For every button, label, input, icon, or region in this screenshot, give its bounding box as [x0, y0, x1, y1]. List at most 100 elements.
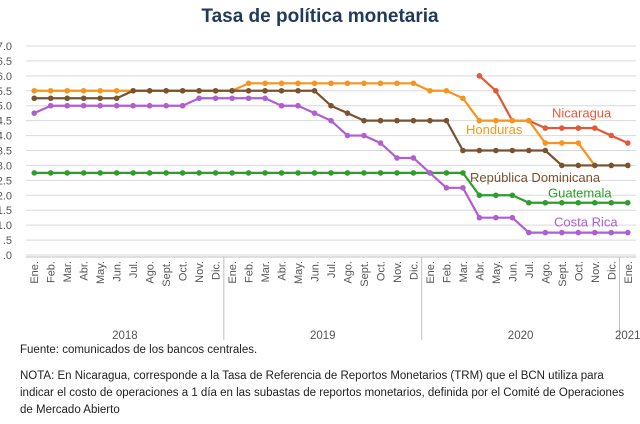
data-point	[559, 140, 565, 146]
data-point	[113, 87, 120, 94]
y-tick-label: 3.5	[0, 146, 12, 158]
data-point	[559, 162, 565, 169]
x-tick-label: Jun.	[507, 261, 519, 282]
data-point	[278, 80, 285, 87]
y-tick-label: 5.0	[0, 101, 12, 113]
y-tick-label: 2.5	[0, 175, 12, 187]
data-point	[460, 170, 466, 176]
data-point	[542, 229, 549, 236]
y-tick-label: 3.0	[0, 160, 12, 172]
year-label: 2019	[310, 330, 336, 340]
data-point	[130, 102, 136, 109]
data-point	[443, 170, 450, 176]
data-point	[113, 170, 120, 176]
data-point	[509, 147, 516, 154]
data-point	[179, 102, 186, 109]
data-point	[526, 147, 532, 154]
x-tick-label: Abr.	[79, 261, 91, 281]
data-point	[377, 170, 384, 176]
data-point	[130, 87, 136, 94]
year-label: 2021	[615, 330, 640, 340]
data-point	[245, 95, 252, 102]
data-point	[361, 132, 367, 139]
data-point	[262, 80, 268, 87]
data-point	[410, 155, 417, 161]
x-tick-label: May.	[293, 261, 305, 284]
data-point	[80, 87, 87, 94]
data-point	[427, 117, 433, 124]
data-point	[410, 117, 417, 124]
x-tick-label: Jul.	[524, 261, 536, 278]
data-point	[542, 125, 549, 131]
data-point	[229, 170, 235, 176]
x-tick-label: Sept.	[161, 261, 173, 287]
data-point	[97, 87, 103, 94]
data-point	[476, 117, 483, 124]
data-point	[377, 117, 384, 124]
series-label-layer: Nicaragua Honduras República DominicanaGua…	[466, 106, 618, 230]
data-point	[196, 87, 202, 94]
data-point	[361, 117, 367, 124]
data-point	[377, 80, 384, 87]
data-point	[295, 87, 301, 94]
footnote: NOTA: En Nicaragua, corresponde a la Tas…	[20, 370, 625, 416]
data-point	[591, 125, 598, 131]
data-point	[608, 132, 615, 139]
x-tick-label: Mar.	[458, 261, 470, 282]
data-point	[196, 170, 202, 176]
x-tick-label: Dic.	[606, 261, 618, 280]
x-tick-label: Mar.	[260, 261, 272, 282]
data-point	[624, 229, 631, 236]
x-tick-label: Jul.	[326, 261, 338, 278]
data-point	[262, 95, 268, 102]
data-point	[575, 140, 582, 146]
data-point	[493, 117, 499, 124]
data-point	[97, 95, 103, 102]
line-chart: .0 .5 1.0 1.5 2.0 2.5 3.0 3.5 4.0 4.5 5.0 5.5 6.0 6.5…	[0, 41, 640, 340]
data-point	[443, 185, 450, 191]
data-point	[476, 214, 483, 221]
data-point	[163, 102, 169, 109]
x-tick-label: Ene.	[227, 261, 239, 284]
data-point	[575, 162, 582, 169]
data-point	[394, 155, 400, 161]
data-point	[608, 229, 615, 236]
data-point	[311, 80, 318, 87]
data-point	[212, 170, 219, 176]
data-point	[344, 132, 351, 139]
data-point	[31, 170, 38, 176]
data-point	[245, 170, 252, 176]
data-point	[493, 214, 499, 221]
data-point	[163, 87, 169, 94]
data-point	[179, 87, 186, 94]
x-tick-label: Ene.	[623, 261, 635, 284]
series-line	[478, 75, 629, 145]
data-point	[146, 102, 153, 109]
x-tick-label: Nov.	[590, 261, 602, 283]
x-tick-label: Feb.	[244, 261, 256, 283]
data-point	[31, 87, 38, 94]
data-point	[64, 87, 71, 94]
y-tick-label: 4.5	[0, 116, 12, 128]
data-point	[361, 170, 367, 176]
data-point	[47, 170, 54, 176]
x-tick-label: Jun.	[112, 261, 124, 282]
data-point	[311, 110, 318, 116]
x-tick-label: May.	[491, 261, 503, 284]
data-point	[196, 95, 202, 102]
data-point	[460, 147, 466, 154]
x-tick-label: Nov.	[392, 261, 404, 283]
data-point	[278, 87, 285, 94]
data-point	[344, 110, 351, 116]
y-tick-label: 1.5	[0, 205, 12, 217]
series-label: Nicaragua	[552, 106, 612, 121]
data-point	[410, 170, 417, 176]
x-tick-label: Sept.	[359, 261, 371, 287]
x-tick-label: Ago.	[540, 261, 552, 284]
data-point	[509, 117, 516, 124]
y-tick-label: 2.0	[0, 190, 12, 202]
x-tick-label: Ene.	[29, 261, 41, 284]
y-tick-label: 6.0	[0, 71, 12, 83]
data-point	[460, 185, 466, 191]
data-point	[608, 162, 615, 169]
